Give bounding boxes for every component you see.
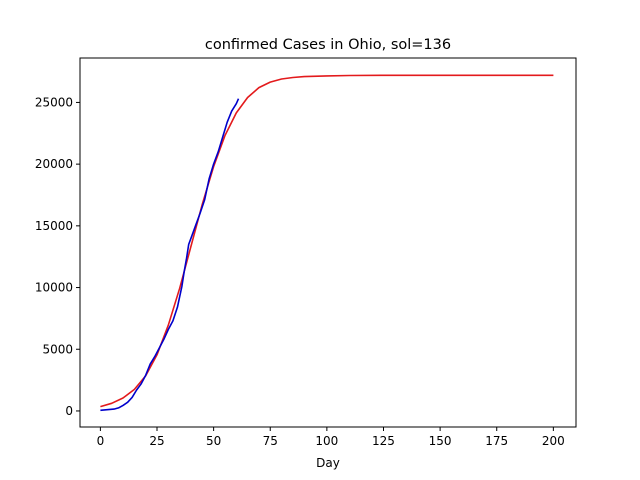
y-tick-label: 10000 bbox=[35, 281, 73, 295]
x-axis-ticks: 0 25 50 75 100 125 150 175 200 bbox=[97, 427, 565, 448]
x-axis-title: Day bbox=[316, 456, 340, 470]
x-tick-label: 150 bbox=[429, 434, 452, 448]
x-tick-label: 50 bbox=[206, 434, 221, 448]
x-tick-label: 125 bbox=[372, 434, 395, 448]
series-line-2 bbox=[100, 98, 240, 412]
y-tick-label: 5000 bbox=[42, 342, 73, 356]
y-axis-ticks: 0 5000 10000 15000 20000 25000 bbox=[35, 95, 80, 418]
x-tick-label: 175 bbox=[485, 434, 508, 448]
x-tick-label: 0 bbox=[97, 434, 105, 448]
plot-frame bbox=[79, 57, 577, 428]
y-tick-label: 0 bbox=[65, 404, 73, 418]
chart-title: confirmed Cases in Ohio, sol=136 bbox=[205, 37, 451, 53]
x-tick-label: 25 bbox=[149, 434, 164, 448]
series-layer bbox=[100, 74, 554, 412]
y-tick-label: 15000 bbox=[35, 219, 73, 233]
y-tick-label: 20000 bbox=[35, 157, 73, 171]
y-tick-label: 25000 bbox=[35, 95, 73, 109]
x-tick-label: 200 bbox=[542, 434, 565, 448]
x-tick-label: 75 bbox=[263, 434, 278, 448]
x-tick-label: 100 bbox=[315, 434, 338, 448]
